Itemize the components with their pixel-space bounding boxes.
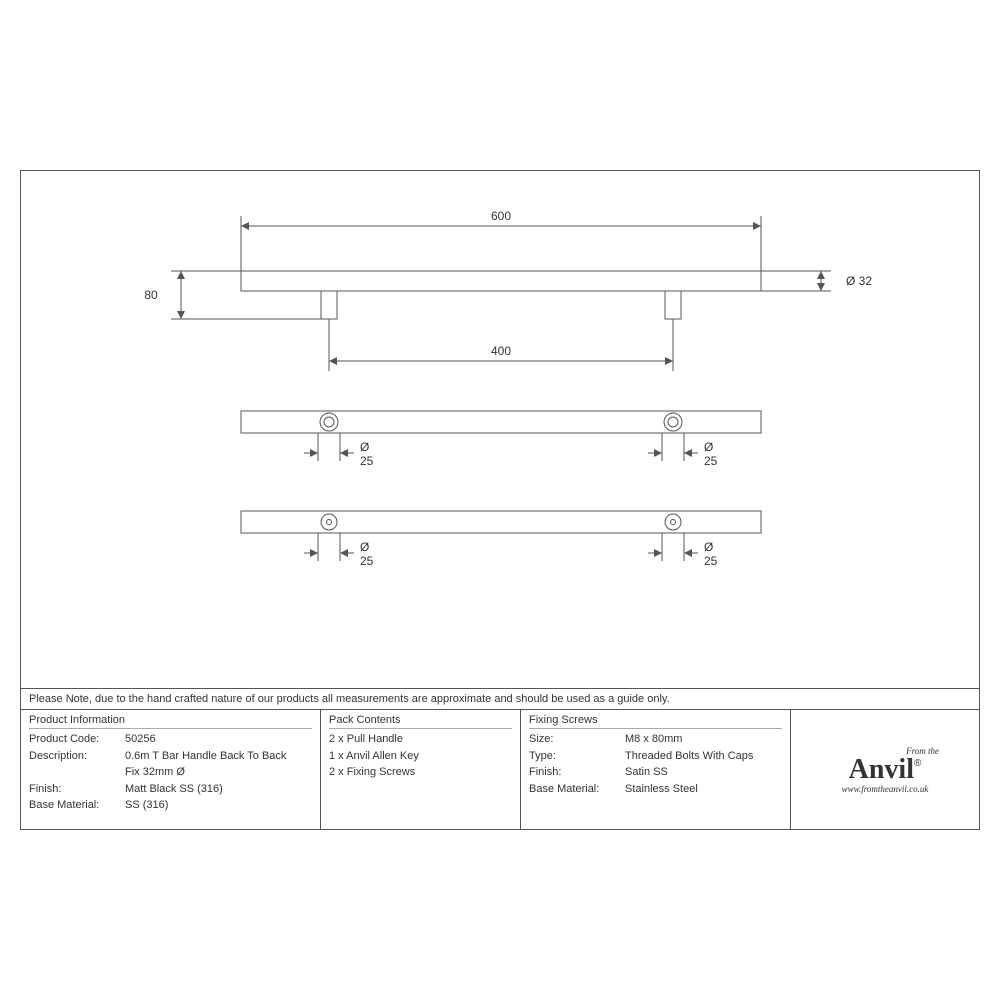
pack-contents-header: Pack Contents <box>329 714 512 729</box>
logo-column: From the Anvil ® www.fromtheanvil.co.uk <box>791 710 979 829</box>
table-row: Type:Threaded Bolts With Caps <box>529 748 782 765</box>
svg-text:25: 25 <box>360 554 374 568</box>
svg-text:Ø: Ø <box>704 540 713 554</box>
product-info-column: Product Information Product Code:50256 D… <box>21 710 321 829</box>
list-item: 2 x Fixing Screws <box>329 764 512 781</box>
logo-mark: ® <box>914 756 921 769</box>
product-info-header: Product Information <box>29 714 312 729</box>
drawing-sheet: 60080Ø 32400Ø25Ø25Ø25Ø25 Please Note, du… <box>20 170 980 830</box>
drawing-svg: 60080Ø 32400Ø25Ø25Ø25Ø25 <box>21 171 979 611</box>
table-row: Finish:Matt Black SS (316) <box>29 781 312 798</box>
table-row: Base Material:SS (316) <box>29 797 312 814</box>
logo-main: Anvil <box>849 756 914 784</box>
svg-text:25: 25 <box>704 554 718 568</box>
table-row: Product Code:50256 <box>29 731 312 748</box>
disclaimer-text: Please Note, due to the hand crafted nat… <box>29 693 670 705</box>
svg-text:Ø: Ø <box>360 540 369 554</box>
logo-url: www.fromtheanvil.co.uk <box>825 784 945 794</box>
svg-text:25: 25 <box>360 454 374 468</box>
table-row: Fix 32mm Ø <box>29 764 312 781</box>
info-tables: Product Information Product Code:50256 D… <box>21 709 979 829</box>
svg-text:Ø: Ø <box>704 440 713 454</box>
svg-text:600: 600 <box>491 209 511 223</box>
svg-text:80: 80 <box>144 288 158 302</box>
table-row: Size:M8 x 80mm <box>529 731 782 748</box>
pack-contents-column: Pack Contents 2 x Pull Handle 1 x Anvil … <box>321 710 521 829</box>
svg-text:400: 400 <box>491 344 511 358</box>
technical-drawing: 60080Ø 32400Ø25Ø25Ø25Ø25 <box>21 171 979 688</box>
fixing-screws-column: Fixing Screws Size:M8 x 80mm Type:Thread… <box>521 710 791 829</box>
table-row: Description:0.6m T Bar Handle Back To Ba… <box>29 748 312 765</box>
table-row: Finish:Satin SS <box>529 764 782 781</box>
table-row: Base Material:Stainless Steel <box>529 781 782 798</box>
disclaimer-note: Please Note, due to the hand crafted nat… <box>21 688 979 709</box>
svg-text:Ø: Ø <box>360 440 369 454</box>
svg-text:Ø 32: Ø 32 <box>846 274 872 288</box>
fixing-screws-header: Fixing Screws <box>529 714 782 729</box>
svg-text:25: 25 <box>704 454 718 468</box>
list-item: 1 x Anvil Allen Key <box>329 748 512 765</box>
list-item: 2 x Pull Handle <box>329 731 512 748</box>
